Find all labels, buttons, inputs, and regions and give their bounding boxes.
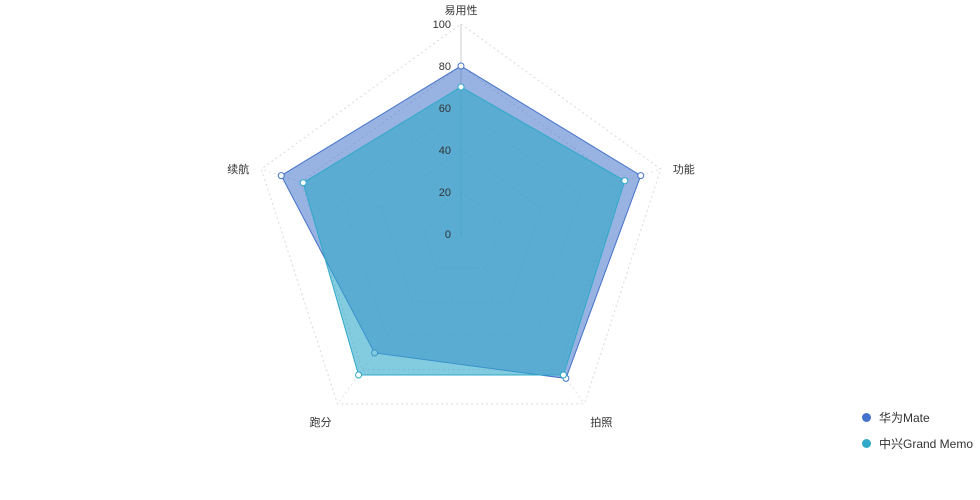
grid-ring-5	[260, 23, 662, 405]
series-area-1[interactable]	[302, 86, 626, 376]
legend-dot-zte	[862, 438, 871, 448]
legend-label-huawei: 华为Mate	[879, 410, 930, 425]
radar-ticks: 0 20 40 60 80 100	[433, 19, 451, 241]
series-0-point-4[interactable]	[277, 172, 285, 180]
indicator-label-1: 功能	[673, 162, 695, 176]
legend: 华为Mate 中兴Grand Memo	[862, 404, 973, 456]
legend-item-huawei[interactable]: 华为Mate	[862, 404, 973, 430]
tick-label-100: 100	[433, 19, 451, 31]
series-1-point-4[interactable]	[299, 179, 307, 187]
legend-item-zte[interactable]: 中兴Grand Memo	[862, 430, 973, 456]
tick-label-60: 60	[439, 103, 451, 115]
indicator-label-0: 易用性	[445, 3, 478, 17]
tick-label-40: 40	[439, 145, 451, 157]
tick-label-0: 0	[445, 229, 451, 241]
indicator-label-4: 续航	[227, 162, 249, 176]
tick-label-20: 20	[439, 187, 451, 199]
series-1-point-1[interactable]	[621, 177, 629, 185]
indicator-label-3: 跑分	[310, 415, 332, 429]
series-1-point-2[interactable]	[559, 371, 567, 379]
radar-series	[277, 62, 645, 382]
series-1-point-0[interactable]	[457, 83, 465, 91]
series-0-point-1[interactable]	[637, 172, 645, 180]
series-0-point-0[interactable]	[457, 62, 465, 70]
legend-label-zte: 中兴Grand Memo	[879, 436, 974, 451]
indicator-label-2: 拍照	[590, 415, 612, 429]
tick-label-80: 80	[439, 61, 451, 73]
legend-dot-huawei	[862, 412, 871, 422]
series-1-point-3[interactable]	[355, 371, 363, 379]
